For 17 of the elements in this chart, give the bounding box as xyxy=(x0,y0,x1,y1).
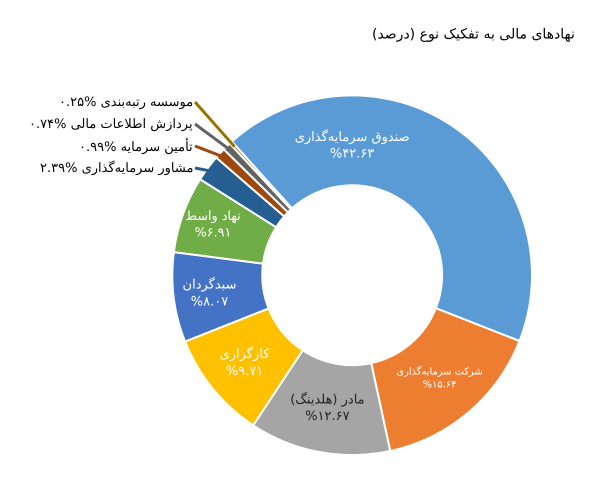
slice-label: مشاور سرمایه‌گذاری %۲.۳۹ xyxy=(40,160,194,176)
slice-label: پردازش اطلاعات مالی %۰.۷۴ xyxy=(29,117,193,132)
slice-label: شرکت سرمایه‌گذاری xyxy=(396,366,483,378)
slice-label: سبدگردان xyxy=(182,276,236,293)
slice-label: نهاد واسط xyxy=(185,209,241,224)
slice-label: صندوق سرمایه‌گذاری xyxy=(294,128,410,145)
slice-label: تأمین سرمایه %۰.۹۹ xyxy=(79,137,194,155)
data-label: %۱۵.۶۴ xyxy=(422,379,456,390)
data-label: %۱۲.۶۷ xyxy=(305,409,350,424)
slice-label: کارگزاری xyxy=(220,346,270,362)
data-label: %۴۲.۶۳ xyxy=(330,146,374,162)
data-label: %۹.۷۱ xyxy=(226,364,264,379)
slice-label: مادر (هلدینگ) xyxy=(290,391,365,408)
data-label: %۸.۰۷ xyxy=(190,294,228,310)
data-label: %۶.۹۱ xyxy=(194,226,232,241)
chart-title: نهادهای مالی به تفکیک نوع (درصد) xyxy=(372,26,575,42)
slice-label: موسسه رتبه‌بندی %۰.۲۵ xyxy=(59,95,194,110)
